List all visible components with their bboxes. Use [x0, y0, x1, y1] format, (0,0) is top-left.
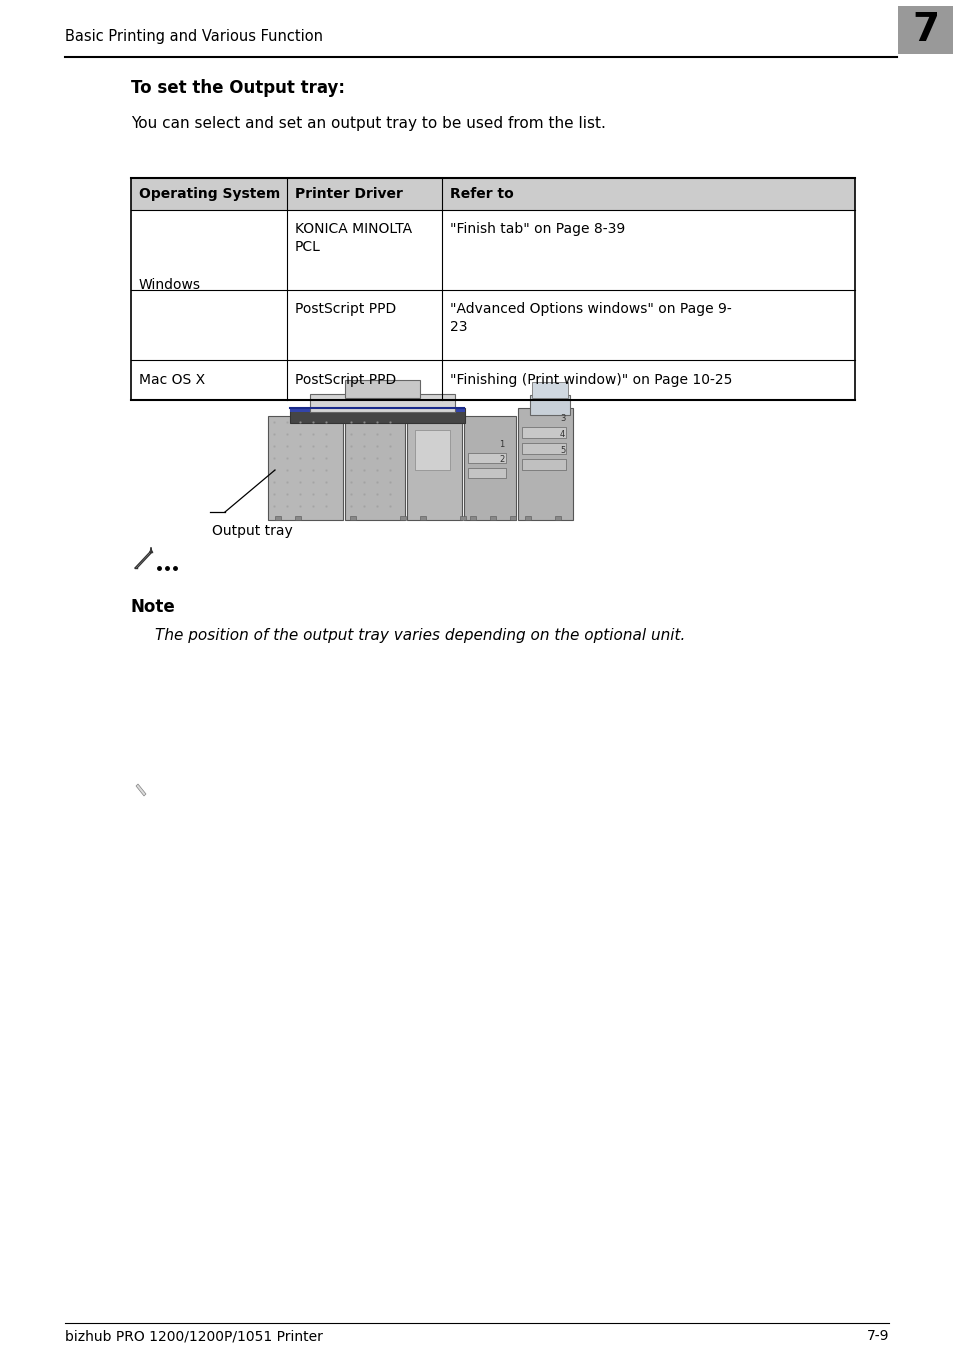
FancyBboxPatch shape	[290, 408, 464, 412]
Text: Printer Driver: Printer Driver	[294, 187, 402, 201]
FancyBboxPatch shape	[532, 383, 567, 397]
Text: PostScript PPD: PostScript PPD	[294, 301, 395, 316]
Text: PostScript PPD: PostScript PPD	[294, 373, 395, 387]
FancyBboxPatch shape	[468, 468, 505, 479]
Text: Refer to: Refer to	[450, 187, 514, 201]
FancyBboxPatch shape	[468, 453, 505, 462]
FancyBboxPatch shape	[521, 427, 565, 438]
FancyBboxPatch shape	[294, 516, 301, 521]
FancyBboxPatch shape	[345, 416, 405, 521]
FancyBboxPatch shape	[407, 416, 461, 521]
FancyBboxPatch shape	[310, 393, 455, 412]
FancyBboxPatch shape	[290, 408, 464, 423]
Text: 7: 7	[911, 11, 939, 49]
FancyBboxPatch shape	[530, 395, 569, 415]
Text: Operating System: Operating System	[139, 187, 280, 201]
FancyBboxPatch shape	[345, 380, 419, 397]
FancyBboxPatch shape	[399, 516, 406, 521]
FancyBboxPatch shape	[555, 516, 560, 521]
FancyBboxPatch shape	[517, 408, 573, 521]
Text: Output tray: Output tray	[212, 525, 293, 538]
Text: "Finishing (Print window)" on Page 10-25: "Finishing (Print window)" on Page 10-25	[450, 373, 732, 387]
FancyBboxPatch shape	[521, 458, 565, 470]
Text: Basic Printing and Various Function: Basic Printing and Various Function	[65, 28, 323, 43]
Text: bizhub PRO 1200/1200P/1051 Printer: bizhub PRO 1200/1200P/1051 Printer	[65, 1329, 322, 1343]
Text: 3: 3	[559, 414, 565, 423]
FancyBboxPatch shape	[268, 416, 343, 521]
FancyBboxPatch shape	[524, 516, 531, 521]
Text: 4: 4	[559, 430, 565, 439]
Polygon shape	[136, 784, 146, 796]
FancyBboxPatch shape	[350, 516, 355, 521]
FancyBboxPatch shape	[274, 516, 281, 521]
Text: "Finish tab" on Page 8-39: "Finish tab" on Page 8-39	[450, 222, 625, 237]
FancyBboxPatch shape	[419, 516, 426, 521]
Text: 5: 5	[559, 446, 565, 456]
FancyBboxPatch shape	[521, 443, 565, 454]
FancyBboxPatch shape	[470, 516, 476, 521]
FancyBboxPatch shape	[897, 5, 953, 54]
Text: Note: Note	[131, 598, 175, 617]
Text: "Advanced Options windows" on Page 9-
23: "Advanced Options windows" on Page 9- 23	[450, 301, 731, 334]
Text: You can select and set an output tray to be used from the list.: You can select and set an output tray to…	[131, 116, 605, 131]
Text: To set the Output tray:: To set the Output tray:	[131, 78, 345, 97]
Text: The position of the output tray varies depending on the optional unit.: The position of the output tray varies d…	[154, 627, 684, 644]
Text: Mac OS X: Mac OS X	[139, 373, 205, 387]
Text: 2: 2	[498, 456, 504, 464]
Text: 1: 1	[498, 439, 504, 449]
FancyBboxPatch shape	[510, 516, 516, 521]
Text: Windows: Windows	[139, 279, 201, 292]
FancyBboxPatch shape	[463, 416, 516, 521]
FancyBboxPatch shape	[131, 178, 854, 210]
FancyBboxPatch shape	[490, 516, 496, 521]
FancyBboxPatch shape	[459, 516, 465, 521]
Text: 7-9: 7-9	[865, 1329, 888, 1343]
Text: KONICA MINOLTA
PCL: KONICA MINOLTA PCL	[294, 222, 412, 254]
FancyBboxPatch shape	[415, 430, 450, 470]
